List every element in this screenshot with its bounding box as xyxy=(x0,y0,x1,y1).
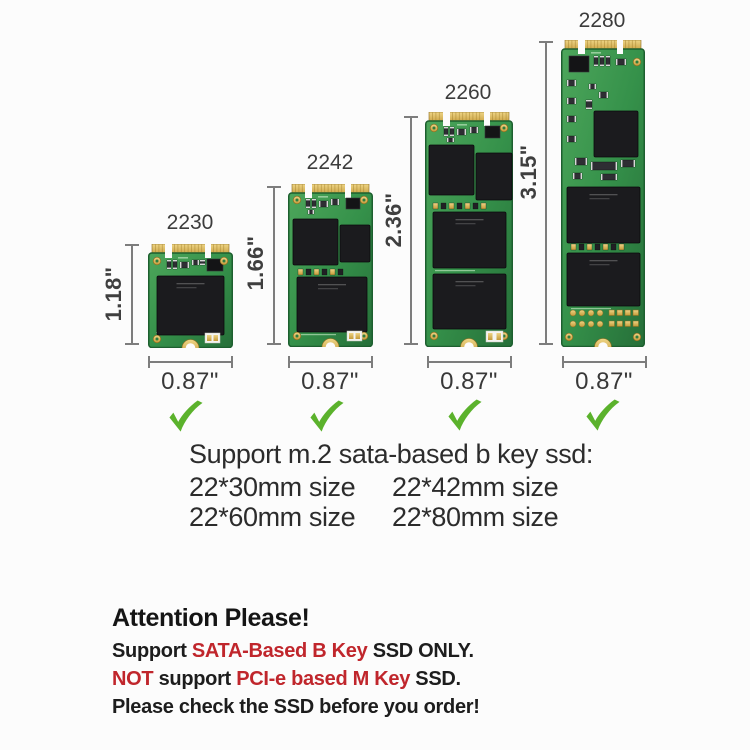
size-22x80: 22*80mm size xyxy=(392,502,559,532)
attention-text: support xyxy=(153,668,237,690)
ssd-card-2280 xyxy=(561,40,645,347)
attention-line-check: Please check the SSD before you order! xyxy=(112,696,480,718)
width-dimension-label: 0.87" xyxy=(301,368,359,395)
attention-text: SSD ONLY. xyxy=(367,640,474,662)
attention-text-red: SATA-Based B Key xyxy=(191,640,368,662)
attention-title: Attention Please! xyxy=(112,604,310,632)
size-22x30: 22*30mm size xyxy=(189,472,356,502)
support-heading: Support m.2 sata-based b key ssd: xyxy=(189,439,594,469)
attention-text: SSD. xyxy=(410,668,461,690)
attention-text-red: PCI-e based M Key xyxy=(236,668,411,690)
height-dimension-line xyxy=(125,244,139,345)
card-form-factor-label: 2230 xyxy=(166,211,214,234)
ssd-card-2230 xyxy=(148,244,233,348)
height-dimension-label: 3.15" xyxy=(516,144,541,200)
attention-line-pcie: NOT support PCI-e based M Key SSD. xyxy=(112,668,461,690)
height-dimension-line xyxy=(267,186,281,345)
checkmark-icon xyxy=(448,399,482,431)
size-22x42: 22*42mm size xyxy=(392,472,559,502)
height-dimension-label: 2.36" xyxy=(381,192,406,248)
size-22x60: 22*60mm size xyxy=(189,502,356,532)
card-form-factor-label: 2280 xyxy=(578,9,626,32)
width-dimension-line xyxy=(148,356,233,368)
attention-text: Support xyxy=(112,640,192,662)
height-dimension-line xyxy=(404,116,418,345)
height-dimension-label: 1.18" xyxy=(101,266,126,322)
width-dimension-label: 0.87" xyxy=(440,368,498,395)
width-dimension-line xyxy=(427,356,512,368)
checkmark-icon xyxy=(310,400,344,432)
checkmark-icon xyxy=(586,399,620,431)
attention-text-red: NOT xyxy=(112,668,154,690)
height-dimension-label: 1.66" xyxy=(243,235,268,291)
card-form-factor-label: 2260 xyxy=(444,81,492,104)
checkmark-icon xyxy=(169,400,203,432)
width-dimension-label: 0.87" xyxy=(575,368,633,395)
width-dimension-label: 0.87" xyxy=(161,368,219,395)
width-dimension-line xyxy=(288,356,373,368)
ssd-card-2260 xyxy=(425,112,513,347)
card-form-factor-label: 2242 xyxy=(306,151,354,174)
ssd-card-2242 xyxy=(288,184,373,347)
height-dimension-line xyxy=(539,41,553,345)
width-dimension-line xyxy=(562,356,647,368)
attention-line-sata: Support SATA-Based B Key SSD ONLY. xyxy=(112,640,474,662)
